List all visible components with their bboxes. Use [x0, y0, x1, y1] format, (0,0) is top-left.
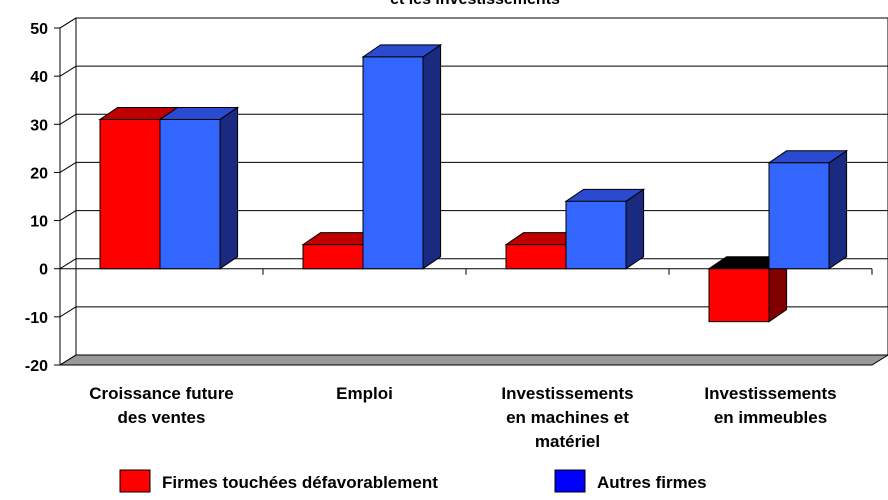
bar-front: [302, 244, 364, 270]
bar: [564, 188, 646, 270]
bar: [361, 43, 443, 270]
grid-line: [59, 258, 77, 270]
bar-front: [565, 200, 627, 270]
y-tick-label: 40: [30, 69, 48, 86]
bar: [707, 255, 789, 323]
x-tick-label: Emploi: [336, 384, 393, 403]
grid-line: [59, 17, 77, 29]
legend-label: Autres firmes: [597, 473, 707, 492]
bar-side: [828, 149, 848, 270]
bar-front: [505, 244, 567, 270]
x-tick-label: Investissements: [704, 384, 836, 403]
grid-line: [59, 162, 77, 173]
x-tick-label: en machines et: [506, 408, 629, 427]
bar: [158, 106, 240, 270]
floor: [58, 354, 888, 366]
y-tick-label: 30: [30, 117, 48, 134]
bar-front: [99, 118, 161, 270]
bar: [767, 149, 849, 270]
y-tick-label: 20: [30, 165, 48, 182]
x-tick-label: des ventes: [118, 408, 206, 427]
y-tick-label: 10: [30, 214, 48, 231]
y-tick-label: 50: [30, 21, 48, 38]
legend-label: Firmes touchées défavorablement: [162, 473, 438, 492]
bar-front: [708, 268, 770, 323]
bar-front: [768, 162, 830, 270]
y-tick-label: -20: [25, 358, 48, 375]
grid-line: [59, 65, 77, 77]
legend-swatch: [554, 469, 586, 493]
chart-title: et les investissements: [390, 0, 560, 8]
grid-line: [59, 113, 77, 125]
y-tick-label: 0: [39, 262, 48, 279]
grid-line: [59, 354, 77, 366]
legend-swatch: [119, 469, 151, 493]
y-tick-label: -10: [25, 310, 48, 327]
bar-front: [159, 118, 221, 270]
grid-line: [59, 306, 77, 318]
bar-side: [219, 106, 239, 270]
x-tick-label: en immeubles: [714, 408, 827, 427]
x-tick-label: Croissance future: [89, 384, 234, 403]
bar-side: [422, 43, 442, 270]
bar-side: [625, 188, 645, 270]
bar-front: [362, 56, 424, 270]
x-tick-label: matériel: [535, 432, 600, 451]
x-tick-label: Investissements: [501, 384, 633, 403]
grid-line: [59, 210, 77, 221]
